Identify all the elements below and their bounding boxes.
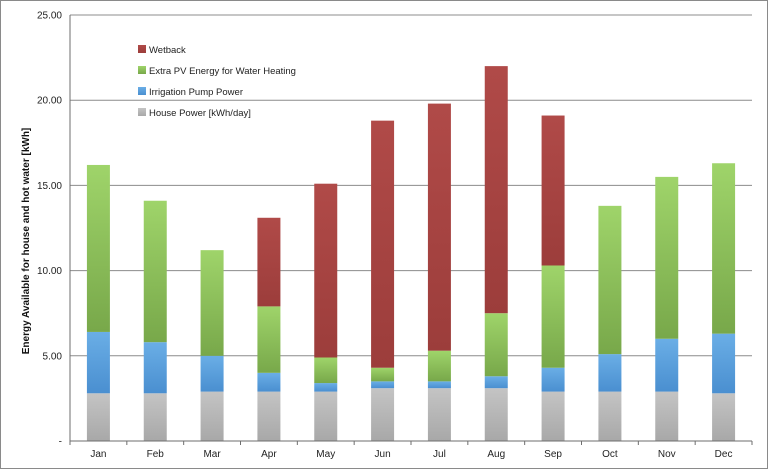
- bar-nov-house: [655, 391, 679, 441]
- x-tick-label: Jul: [433, 449, 446, 460]
- y-tick-label: 5.00: [43, 351, 63, 362]
- bar-nov-extra: [655, 176, 679, 339]
- x-tick-label: Apr: [261, 449, 277, 460]
- bar-oct-irrigation: [598, 354, 622, 392]
- bar-sep-house: [541, 391, 565, 441]
- x-tick-label: Jan: [90, 449, 106, 460]
- bar-dec-house: [712, 393, 736, 441]
- y-tick-label: -: [59, 437, 62, 448]
- bar-may-wetback: [314, 183, 338, 358]
- legend-label: House Power [kWh/day]: [149, 108, 251, 119]
- y-tick-label: 10.00: [37, 266, 62, 277]
- bar-jan-extra: [86, 164, 110, 332]
- x-tick-label: Dec: [715, 449, 733, 460]
- bar-jun-wetback: [371, 120, 395, 368]
- x-tick-label: Aug: [487, 449, 505, 460]
- bar-may-extra: [314, 357, 338, 384]
- bar-feb-irrigation: [143, 342, 167, 394]
- bar-oct-extra: [598, 205, 622, 355]
- bar-jul-house: [427, 388, 451, 441]
- bar-sep-wetback: [541, 115, 565, 266]
- bar-may-irrigation: [314, 383, 338, 392]
- y-tick-label: 25.00: [37, 11, 62, 22]
- bar-jan-irrigation: [86, 331, 110, 394]
- bar-apr-house: [257, 391, 281, 441]
- legend-swatch: [138, 66, 146, 74]
- bar-jun-extra: [371, 367, 395, 382]
- bar-apr-wetback: [257, 217, 281, 307]
- bar-aug-irrigation: [484, 376, 508, 389]
- bar-jul-extra: [427, 350, 451, 382]
- bar-may-house: [314, 391, 338, 441]
- bar-sep-extra: [541, 265, 565, 368]
- x-tick-label: Oct: [602, 449, 618, 460]
- axes: Jan Feb Mar Apr May Jun Jul Aug Sep Oct Nov Dec: [69, 15, 753, 460]
- x-tick-label: Feb: [147, 449, 165, 460]
- x-tick-label: Jun: [375, 449, 391, 460]
- bar-apr-irrigation: [257, 372, 281, 392]
- legend-label: Extra PV Energy for Water Heating: [149, 66, 296, 77]
- x-tick-label: May: [316, 449, 335, 460]
- bar-jan-house: [86, 393, 110, 441]
- legend-swatch: [138, 87, 146, 95]
- bar-aug-extra: [484, 313, 508, 377]
- bar-apr-extra: [257, 306, 281, 373]
- bar-aug-wetback: [484, 66, 508, 314]
- y-tick-label: 15.00: [37, 181, 62, 192]
- legend-label: Irrigation Pump Power: [149, 87, 243, 98]
- bar-jul-irrigation: [427, 381, 451, 389]
- bar-dec-irrigation: [712, 333, 736, 394]
- legend-swatch: [138, 108, 146, 116]
- y-tick-label: 20.00: [37, 96, 62, 107]
- legend: Wetback Extra PV Energy for Water Heating…: [138, 45, 296, 119]
- x-tick-label: Sep: [544, 449, 562, 460]
- legend-swatch: [138, 45, 146, 53]
- bar-jun-irrigation: [371, 381, 395, 389]
- bar-jul-wetback: [427, 103, 451, 351]
- bar-aug-house: [484, 388, 508, 441]
- bar-sep-irrigation: [541, 367, 565, 392]
- bar-jun-house: [371, 388, 395, 441]
- bar-feb-house: [143, 393, 167, 441]
- y-axis-label: Energy Available for house and hot water…: [21, 128, 32, 355]
- bar-mar-extra: [200, 250, 224, 356]
- bar-mar-house: [200, 391, 224, 441]
- bar-dec-extra: [712, 163, 736, 334]
- bar-mar-irrigation: [200, 355, 224, 392]
- bars: [86, 66, 736, 441]
- bar-feb-extra: [143, 200, 167, 343]
- x-tick-label: Nov: [658, 449, 676, 460]
- bar-nov-irrigation: [655, 338, 679, 392]
- x-tick-label: Mar: [203, 449, 221, 460]
- legend-label: Wetback: [149, 45, 186, 56]
- bar-oct-house: [598, 391, 622, 441]
- gridlines: - 5.00 10.00 15.00 20.00 25.00: [37, 11, 752, 448]
